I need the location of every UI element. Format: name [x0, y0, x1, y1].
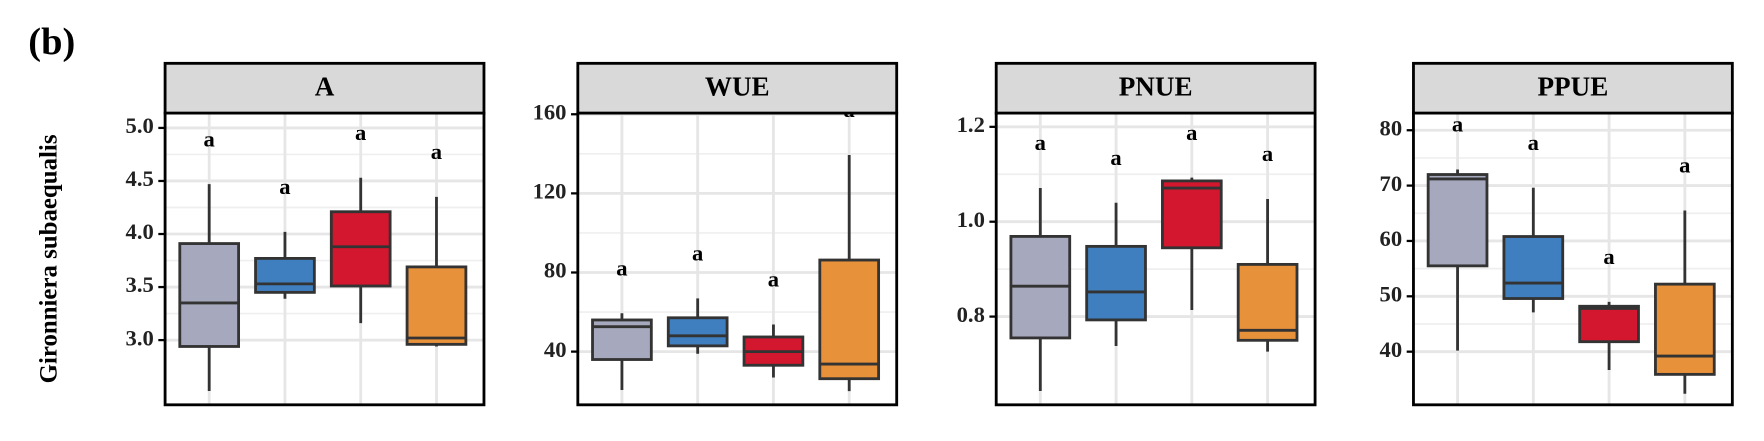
significance-letter: a: [431, 139, 442, 164]
box: [178, 242, 241, 348]
box: [254, 257, 316, 294]
y-tick-label: 80: [544, 258, 567, 283]
panel-header: [163, 61, 486, 115]
box: [1502, 235, 1565, 300]
panel-label: (b): [28, 21, 75, 63]
box: [1426, 173, 1489, 268]
panel-header: [1412, 61, 1734, 115]
box: [818, 258, 881, 381]
significance-letter: a: [1679, 153, 1690, 178]
box: [1654, 282, 1716, 376]
box: [405, 265, 468, 346]
y-tick-label: 50: [1380, 282, 1403, 307]
significance-letter: a: [1528, 130, 1539, 155]
significance-letter: a: [1035, 130, 1046, 155]
box: [1161, 179, 1223, 250]
y-axis-title: Gironniera subaequalis: [36, 134, 63, 383]
significance-letter: a: [1186, 120, 1197, 145]
significance-letter: a: [279, 174, 290, 199]
y-tick-label: 60: [1380, 226, 1403, 251]
box: [1085, 244, 1147, 322]
y-tick-label: 3.0: [126, 325, 154, 350]
panel-title: WUE: [705, 72, 770, 102]
y-tick-label: 5.0: [126, 113, 154, 138]
panel-title: PNUE: [1119, 72, 1193, 102]
y-tick-label: 4.0: [126, 219, 154, 244]
significance-letter: a: [768, 267, 779, 292]
significance-letter: a: [1452, 112, 1463, 137]
y-tick-label: 70: [1380, 171, 1403, 196]
significance-letter: a: [355, 120, 366, 145]
panel-title: A: [315, 72, 335, 102]
y-tick-label: 160: [533, 99, 567, 124]
significance-letter: a: [616, 255, 627, 280]
significance-letter: a: [692, 241, 703, 266]
y-tick-label: 1.0: [957, 207, 985, 232]
panel-header: [994, 61, 1317, 115]
box: [666, 316, 729, 348]
panel-title: PPUE: [1537, 72, 1608, 102]
significance-letter: a: [1110, 145, 1121, 170]
y-tick-label: 4.5: [126, 166, 154, 191]
significance-letter: a: [1262, 141, 1273, 166]
y-tick-label: 3.5: [126, 272, 154, 297]
y-tick-label: 40: [544, 337, 567, 362]
box: [1236, 262, 1299, 342]
box: [329, 210, 392, 288]
panel-header: [576, 61, 899, 115]
y-tick-label: 80: [1380, 115, 1403, 140]
y-tick-label: 0.8: [957, 302, 985, 327]
significance-letter: a: [1603, 244, 1614, 269]
y-tick-label: 40: [1380, 337, 1403, 362]
y-tick-label: 120: [533, 179, 567, 204]
significance-letter: a: [204, 126, 215, 151]
box: [1578, 304, 1640, 344]
y-tick-label: 1.2: [957, 112, 985, 137]
